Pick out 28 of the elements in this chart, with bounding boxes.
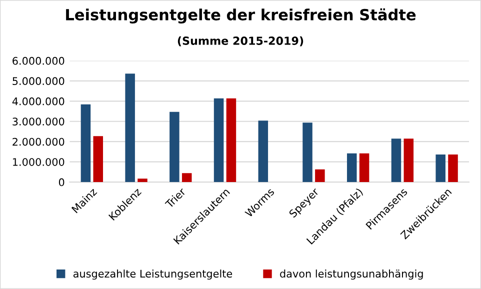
- y-tick-label: 1.000.000: [13, 158, 64, 166]
- bar: [448, 154, 458, 182]
- bar: [346, 153, 357, 182]
- bar: [214, 98, 224, 182]
- y-tick-label: 6.000.000: [12, 56, 64, 65]
- bar: [80, 104, 91, 182]
- y-tick-label: 3.000.000: [12, 118, 64, 126]
- bar: [436, 154, 446, 182]
- y-tick-label: 4.000.000: [12, 97, 64, 106]
- bar: [302, 122, 312, 182]
- legend-label: ausgezahlte Leistungsentgelte: [73, 270, 232, 280]
- bar: [93, 136, 104, 182]
- bar: [138, 178, 148, 182]
- chart-title: Leistungsentgelte der kreisfreien Städte: [66, 8, 416, 24]
- y-tick-label: 0: [58, 178, 64, 186]
- bar: [404, 138, 414, 182]
- bar: [226, 98, 236, 182]
- bar: [125, 74, 135, 182]
- bar: [391, 138, 402, 182]
- y-tick-label: 2.000.000: [12, 138, 64, 146]
- bar: [315, 169, 325, 182]
- chart-subtitle: (Summe 2015-2019): [178, 36, 304, 46]
- y-tick-label: 5.000.000: [12, 77, 64, 86]
- bar: [182, 173, 192, 182]
- legend-label: davon leistungsunabhängig: [280, 270, 423, 280]
- bar: [258, 120, 268, 182]
- bar: [359, 153, 370, 182]
- bar: [170, 112, 180, 182]
